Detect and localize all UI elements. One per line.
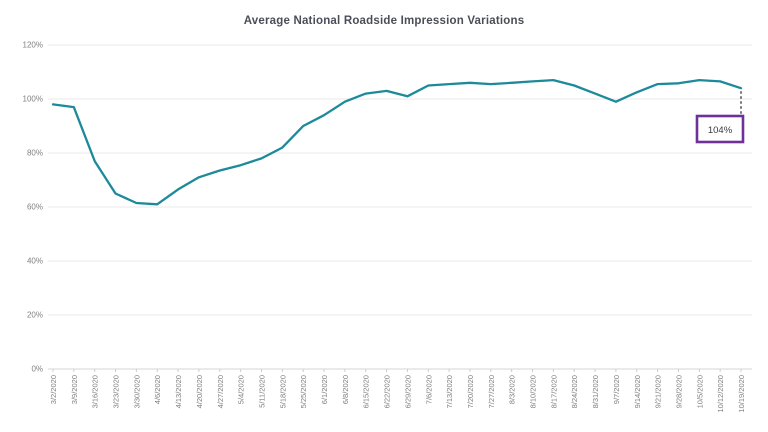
x-axis-tick-label: 4/13/2020 bbox=[174, 375, 183, 408]
x-axis-tick-label: 5/4/2020 bbox=[237, 375, 246, 404]
x-axis-tick-label: 7/13/2020 bbox=[445, 375, 454, 408]
x-axis-tick-label: 8/10/2020 bbox=[529, 375, 538, 408]
x-axis-tick-label: 9/28/2020 bbox=[674, 375, 683, 408]
x-axis-tick-label: 6/8/2020 bbox=[341, 375, 350, 404]
x-axis-tick-label: 6/29/2020 bbox=[403, 375, 412, 408]
impressions-series-line bbox=[51, 78, 743, 206]
x-axis-tick-label: 10/5/2020 bbox=[695, 375, 704, 408]
x-axis-tick-label: 7/20/2020 bbox=[466, 375, 475, 408]
x-axis-tick-label: 5/18/2020 bbox=[278, 375, 287, 408]
x-axis-tick-label: 9/7/2020 bbox=[612, 375, 621, 404]
x-axis-tick-label: 6/22/2020 bbox=[383, 375, 392, 408]
x-axis-tick-label: 8/24/2020 bbox=[570, 375, 579, 408]
x-axis-tick-label: 8/3/2020 bbox=[508, 375, 517, 404]
y-axis-tick-label: 40% bbox=[27, 257, 43, 266]
y-axis-tick-label: 60% bbox=[27, 203, 43, 212]
y-axis-tick-label: 120% bbox=[23, 41, 43, 50]
x-axis-tick-label: 9/21/2020 bbox=[654, 375, 663, 408]
x-axis-tick-label: 10/12/2020 bbox=[716, 375, 725, 413]
x-axis-tick-label: 5/25/2020 bbox=[299, 375, 308, 408]
annotation-box bbox=[695, 114, 745, 144]
annotation-value-label: 104% bbox=[708, 125, 733, 136]
x-axis-tick-label: 6/15/2020 bbox=[362, 375, 371, 408]
x-axis-tick-label: 3/2/2020 bbox=[49, 375, 58, 404]
y-axis-tick-label: 20% bbox=[27, 311, 43, 320]
x-axis-tick-label: 3/23/2020 bbox=[112, 375, 121, 408]
x-axis-tick-label: 7/6/2020 bbox=[424, 375, 433, 404]
x-axis-tick-label: 4/27/2020 bbox=[216, 375, 225, 408]
chart-title: Average National Roadside Impression Var… bbox=[243, 15, 525, 27]
x-axis-tick-label: 3/16/2020 bbox=[91, 375, 100, 408]
x-axis-tick-label: 5/11/2020 bbox=[257, 375, 266, 408]
x-axis-tick-label: 8/17/2020 bbox=[549, 375, 558, 408]
x-axis-tick-label: 4/20/2020 bbox=[195, 375, 204, 408]
y-axis-tick-label: 100% bbox=[23, 95, 43, 104]
x-axis-tick-label: 9/14/2020 bbox=[633, 375, 642, 408]
x-axis-tick-label: 3/9/2020 bbox=[70, 375, 79, 404]
y-axis-tick-label: 80% bbox=[27, 149, 43, 158]
x-axis-tick-label: 10/19/2020 bbox=[737, 375, 746, 413]
x-axis-tick-label: 8/31/2020 bbox=[591, 375, 600, 408]
x-axis-tick-label: 3/30/2020 bbox=[132, 375, 141, 408]
x-axis-tick-label: 4/6/2020 bbox=[153, 375, 162, 404]
y-axis-tick-label: 0% bbox=[31, 365, 43, 374]
x-axis-tick-label: 6/1/2020 bbox=[320, 375, 329, 404]
x-axis-tick-label: 7/27/2020 bbox=[487, 375, 496, 408]
